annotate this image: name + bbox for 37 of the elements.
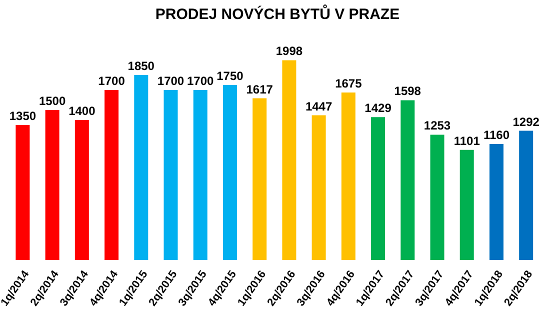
data-label: 1400 <box>68 104 96 118</box>
bar <box>460 150 474 260</box>
bar <box>16 125 30 260</box>
data-label: 1750 <box>216 69 244 83</box>
bar <box>430 134 444 260</box>
data-label: 1700 <box>98 74 126 88</box>
bar <box>74 120 89 260</box>
bar <box>282 60 296 260</box>
data-label: 1598 <box>394 84 422 98</box>
data-label: 1617 <box>246 82 274 96</box>
data-label: 1998 <box>276 44 303 58</box>
data-label: 1700 <box>157 74 184 88</box>
bar <box>134 75 148 260</box>
data-label: 1101 <box>454 134 480 148</box>
data-label: 1429 <box>364 101 392 116</box>
data-label: 1447 <box>305 99 332 114</box>
bar <box>252 98 267 260</box>
data-label: 1160 <box>483 128 510 142</box>
data-label: 1675 <box>335 76 362 90</box>
bar <box>341 92 356 260</box>
data-label: 1350 <box>9 109 36 123</box>
chart-title: PRODEJ NOVÝCH BYTŮ V PRAZE <box>154 6 401 23</box>
bar <box>519 130 534 260</box>
data-label: 1292 <box>512 114 540 129</box>
data-label: 1700 <box>187 74 214 88</box>
bar <box>312 115 326 260</box>
data-label: 1253 <box>424 118 451 133</box>
bar <box>489 144 504 260</box>
data-label: 1500 <box>38 94 66 108</box>
bar <box>45 110 60 260</box>
bar <box>164 90 178 260</box>
bar <box>371 117 386 260</box>
bar <box>222 85 237 260</box>
bar <box>104 90 119 260</box>
data-label: 1850 <box>128 59 155 73</box>
bar <box>193 90 208 260</box>
bar <box>400 100 415 260</box>
